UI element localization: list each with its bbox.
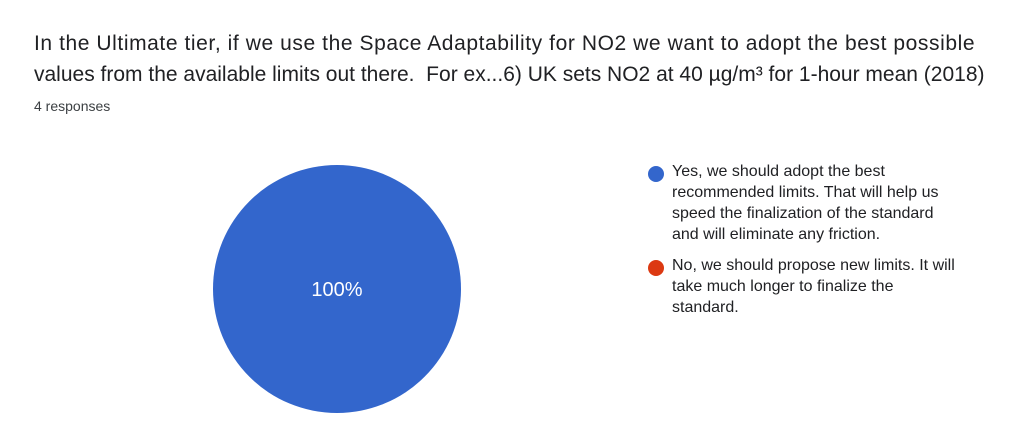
svg-text:100%: 100% <box>311 279 362 301</box>
